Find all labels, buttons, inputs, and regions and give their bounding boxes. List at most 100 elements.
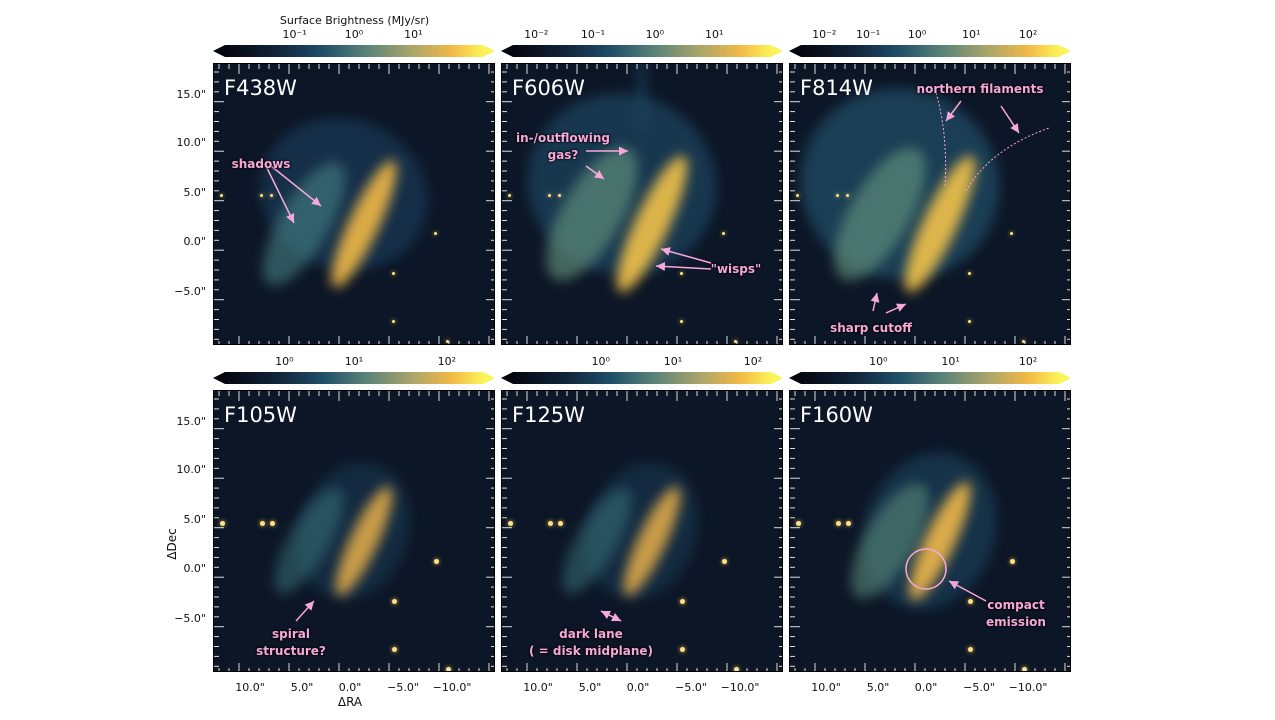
colorbar-extend-high — [1059, 372, 1071, 384]
star — [392, 647, 397, 652]
annotation-label: "wisps" — [710, 262, 762, 276]
colorbar: 10⁰ 10¹ 10² — [501, 355, 783, 384]
colorbar-gradient — [225, 45, 483, 57]
colorbar-tick-label: 10¹ — [962, 28, 981, 41]
image-panel-f160w: F160W compact emission — [789, 390, 1071, 672]
colorbar-tick-label: 10⁰ — [907, 28, 927, 41]
filter-label: F125W — [512, 403, 585, 427]
star — [968, 272, 971, 275]
y-tick-label: 10.0" — [176, 136, 206, 149]
star — [508, 521, 513, 526]
colorbar-tick-label: 10⁰ — [344, 28, 364, 41]
colorbar-tick-label: 10² — [743, 355, 763, 368]
star — [796, 194, 799, 197]
colorbar-extend-high — [771, 372, 783, 384]
y-tick-label: 0.0" — [183, 562, 206, 575]
x-tick-label: −5.0" — [963, 681, 995, 694]
annotation-label: shadows — [231, 157, 291, 171]
image-panel-f125w: F125W dark lane ( = disk midplane) — [501, 390, 783, 672]
colorbar-extend-high — [483, 45, 495, 57]
annotation-arrow — [870, 292, 880, 312]
star — [434, 559, 439, 564]
x-axis-label: ΔRA — [337, 695, 363, 709]
x-tick-label: 0.0" — [914, 681, 938, 694]
colorbar-gradient — [513, 45, 771, 57]
star — [680, 320, 683, 323]
star — [260, 194, 263, 197]
colorbar-tick-label: 10⁰ — [869, 355, 888, 368]
colorbar-tick-label: 10¹ — [705, 28, 724, 41]
star — [680, 272, 683, 275]
y-tick-label: 10.0" — [176, 463, 206, 476]
colorbar: 10⁻² 10⁻¹ 10⁰ 10¹ — [501, 28, 783, 57]
y-tick-label: 5.0" — [183, 513, 206, 526]
annotation-arrow — [295, 600, 315, 622]
star — [680, 647, 685, 652]
colorbar-gradient — [225, 372, 483, 384]
star — [1022, 667, 1027, 671]
star — [680, 599, 685, 604]
colorbar: 10⁰ 10¹ 10² — [789, 355, 1071, 384]
x-tick-label: 10.0" — [811, 681, 841, 694]
colorbar-tick-label: 10² — [1018, 28, 1038, 41]
colorbar-extend-low — [501, 372, 513, 384]
star — [846, 521, 851, 526]
annotation-label: dark lane ( = disk midplane) — [528, 627, 654, 658]
annotation-label: spiral structure? — [256, 627, 326, 658]
x-tick-label: −10.0" — [720, 681, 760, 694]
x-tick-label: 5.0" — [290, 681, 314, 694]
star — [846, 194, 849, 197]
star — [260, 521, 265, 526]
y-tick-label: 15.0" — [176, 415, 206, 428]
y-tick-label: −5.0" — [174, 612, 206, 625]
star — [1022, 340, 1025, 343]
star — [508, 194, 511, 197]
colorbar-tick-label: 10² — [1018, 355, 1038, 368]
star — [836, 521, 841, 526]
image-panel-f814w: F814W northern filaments sharp cutoff — [789, 63, 1071, 345]
star — [734, 340, 737, 343]
colorbar-gradient — [513, 372, 771, 384]
colorbar-extend-low — [789, 372, 801, 384]
star — [220, 521, 225, 526]
star — [392, 320, 395, 323]
colorbar: 10⁻¹ 10⁰ 10¹ — [213, 28, 495, 57]
annotation-label: compact emission — [986, 598, 1046, 629]
colorbar-tick-label: 10⁻¹ — [282, 28, 307, 41]
annotation-label: in-/outflowing gas? — [515, 131, 611, 162]
colorbar-tick-label: 10⁰ — [645, 28, 665, 41]
filter-label: F160W — [800, 403, 873, 427]
star — [392, 272, 395, 275]
annotation-label: northern filaments — [916, 82, 1044, 96]
annotation-arrow — [600, 610, 622, 622]
star — [1010, 232, 1013, 235]
star — [446, 667, 451, 671]
image-panel-f438w: F438W shadows — [213, 63, 495, 345]
colorbar-label: Surface Brightness (MJy/sr) — [279, 14, 430, 27]
colorbar-extend-high — [771, 45, 783, 57]
y-tick-label: 5.0" — [183, 186, 206, 199]
colorbar-tick-label: 10⁻² — [812, 28, 837, 41]
colorbar: 10⁻² 10⁻¹ 10⁰ 10¹ 10² — [789, 28, 1071, 57]
star — [558, 521, 563, 526]
x-tick-label: 10.0" — [523, 681, 553, 694]
colorbar-extend-high — [1059, 45, 1071, 57]
colorbar-extend-low — [789, 45, 801, 57]
star — [968, 320, 971, 323]
star — [446, 340, 449, 343]
colorbar-tick-label: 10¹ — [941, 355, 960, 368]
star — [968, 647, 973, 652]
x-tick-label: 0.0" — [338, 681, 362, 694]
colorbar-gradient — [801, 45, 1059, 57]
colorbar-tick-label: 10⁻² — [524, 28, 549, 41]
star — [558, 194, 561, 197]
colorbar-gradient — [801, 372, 1059, 384]
colorbar-tick-label: 10⁻¹ — [855, 28, 881, 41]
star — [220, 194, 223, 197]
star — [836, 194, 839, 197]
star — [434, 232, 437, 235]
star — [392, 599, 397, 604]
colorbar-tick-label: 10¹ — [404, 28, 423, 41]
colorbar-extend-low — [213, 45, 225, 57]
star — [722, 559, 727, 564]
